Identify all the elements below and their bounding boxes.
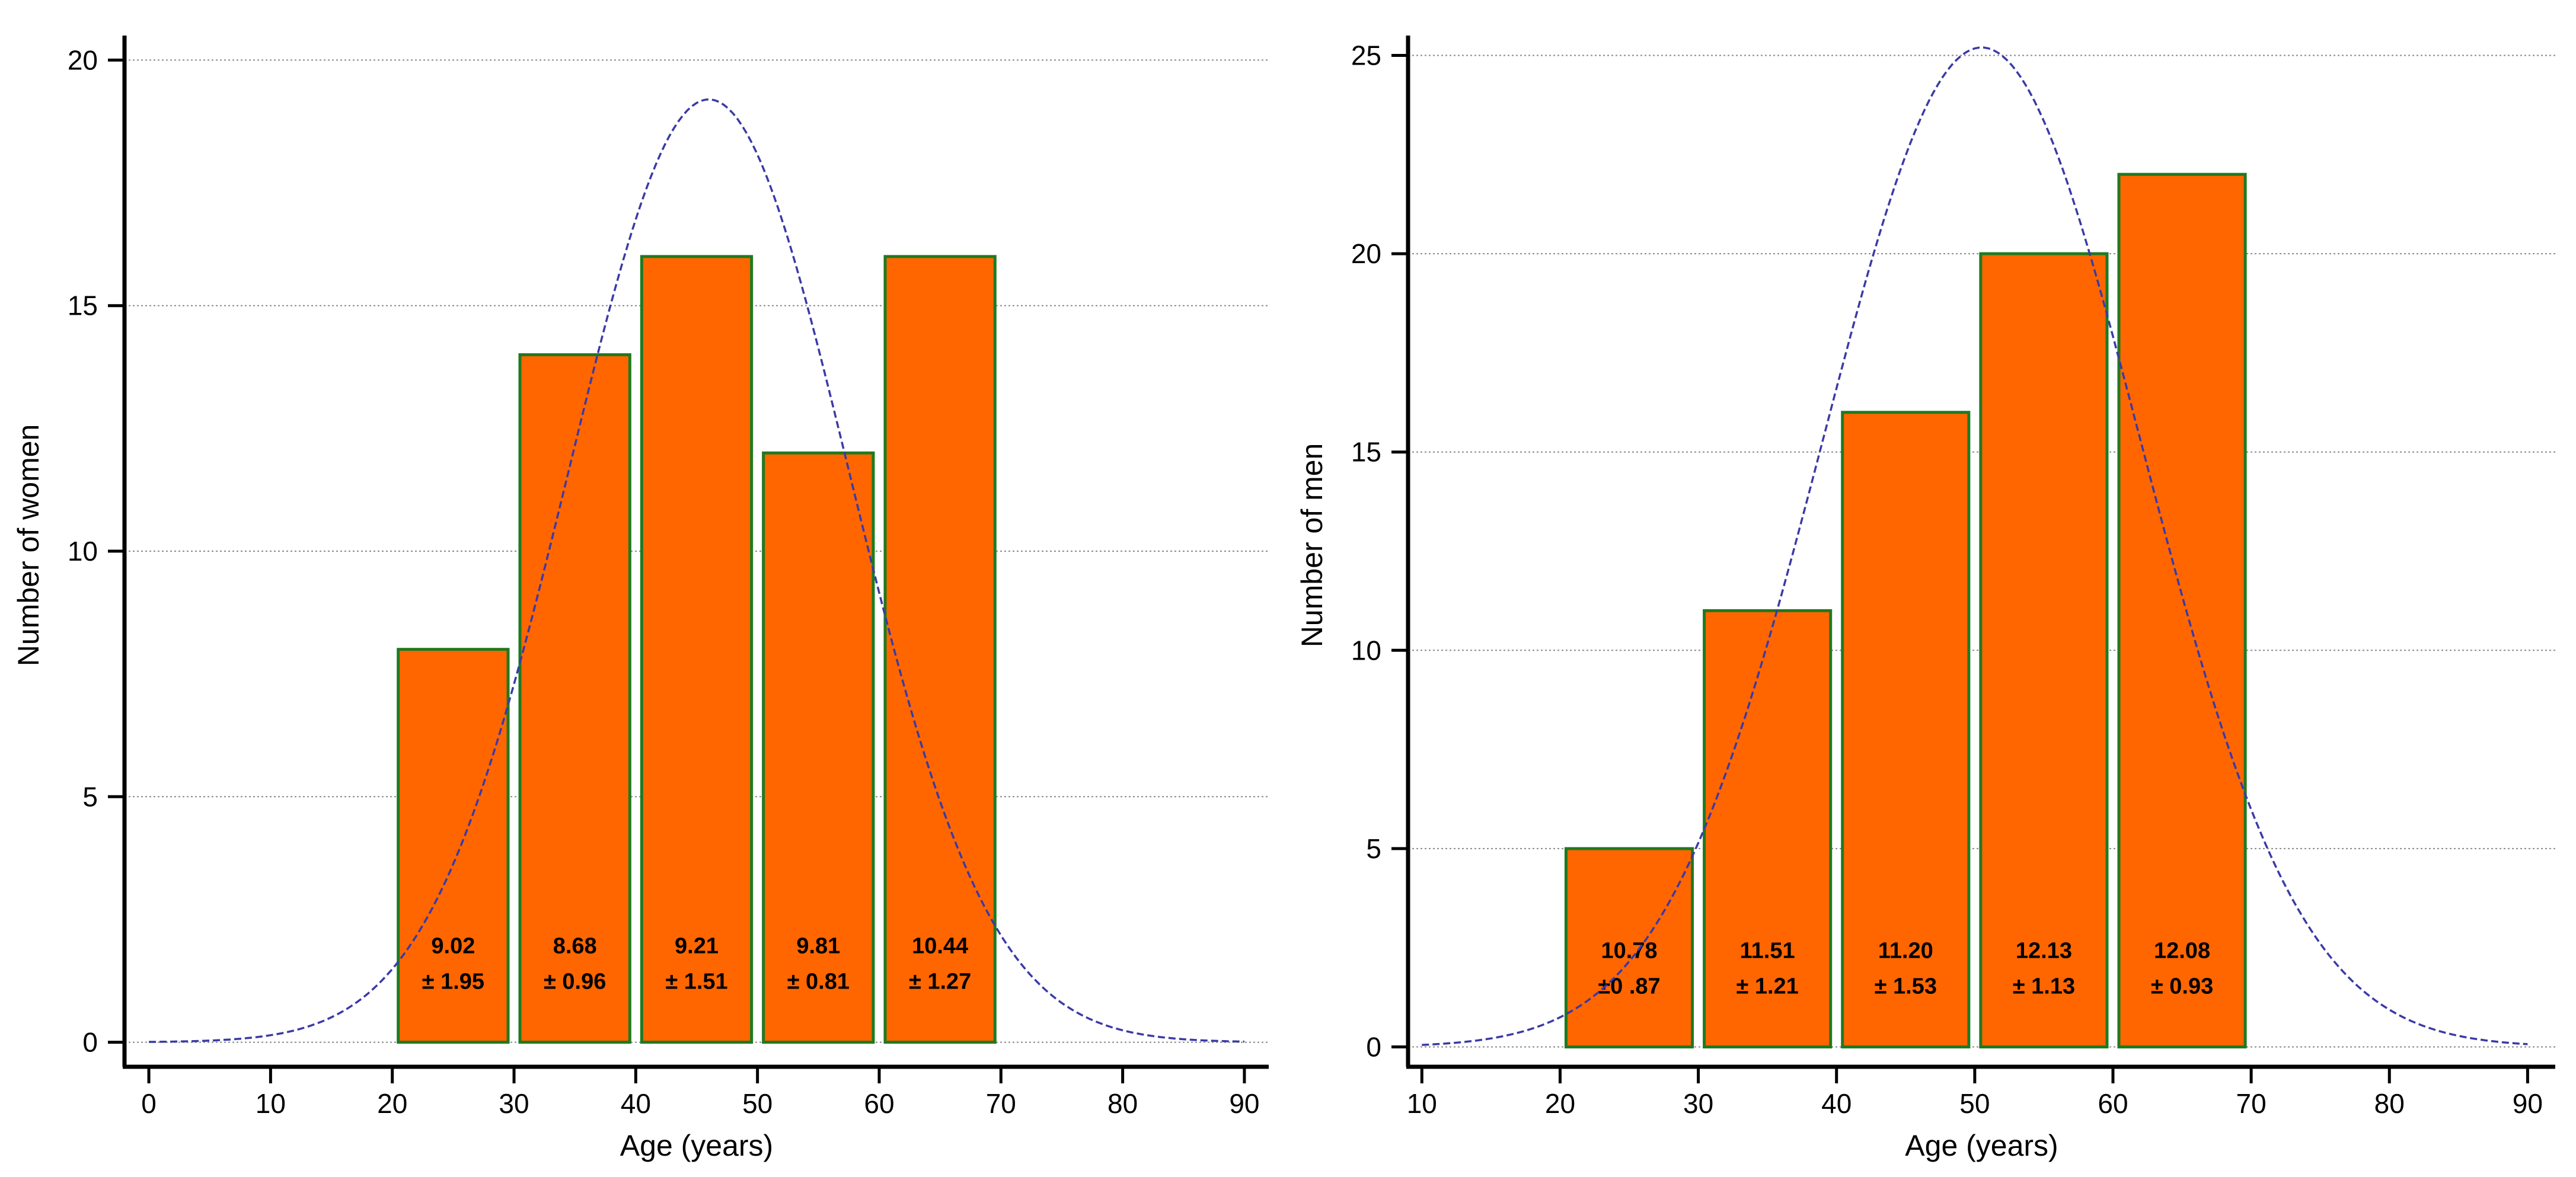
histogram-bar — [1564, 847, 1694, 1049]
histogram-bar — [762, 451, 875, 1044]
bar-mean-label: 11.51 — [1740, 939, 1795, 964]
women-histogram-panel: 9.02 ± 1.95 8.68 ± 0.96 9.21 ± 1.51 9.81 ± 0.81… — [12, 36, 1269, 1162]
bar-sd-label: ±0 .87 — [1598, 974, 1660, 999]
x-tick-label: 10 — [256, 1088, 286, 1119]
histogram-bar — [883, 255, 997, 1044]
bar-mean-label: 10.44 — [912, 934, 968, 959]
x-tick-label: 60 — [864, 1088, 894, 1119]
bar-mean-label: 9.81 — [796, 934, 840, 959]
bar-sd-label: ± 0.93 — [2151, 974, 2213, 999]
y-tick-label: 20 — [1351, 238, 1381, 269]
x-tick-label: 90 — [1229, 1088, 1259, 1119]
histogram-bar — [397, 648, 510, 1044]
x-tick-label: 70 — [2236, 1088, 2267, 1119]
x-tick-label: 90 — [2513, 1088, 2543, 1119]
x-tick-label: 20 — [1545, 1088, 1575, 1119]
bar-mean-label: 12.13 — [2016, 939, 2072, 964]
x-tick-label: 80 — [1107, 1088, 1138, 1119]
y-tick-label: 25 — [1351, 40, 1381, 71]
bar-sd-label: ± 1.95 — [422, 970, 484, 994]
x-axis-title: Age (years) — [620, 1129, 773, 1162]
y-tick-label: 20 — [68, 44, 98, 75]
y-tick-label: 5 — [1366, 833, 1381, 864]
x-tick-label: 0 — [141, 1088, 157, 1119]
x-tick-label: 50 — [742, 1088, 773, 1119]
x-tick-label: 40 — [621, 1088, 651, 1119]
x-tick-label: 10 — [1407, 1088, 1437, 1119]
bar-sd-label: ± 1.13 — [2013, 974, 2075, 999]
normal-distribution-curve — [149, 98, 1244, 1043]
histogram-bar — [1841, 411, 1971, 1049]
bar-sd-label: ± 1.53 — [1875, 974, 1937, 999]
y-axis-title: Number of women — [12, 424, 45, 667]
bar-sd-label: ± 1.21 — [1736, 974, 1798, 999]
x-tick-label: 30 — [1683, 1088, 1713, 1119]
x-axis-title: Age (years) — [1905, 1129, 2058, 1162]
men-histogram-panel: 10.78 ±0 .87 11.51 ± 1.21 11.20 ± 1.53 12.13 ± … — [1295, 36, 2555, 1162]
bar-mean-label: 8.68 — [553, 934, 597, 959]
x-tick-label: 20 — [377, 1088, 407, 1119]
histogram-bar — [518, 353, 631, 1044]
y-axis-title: Number of men — [1295, 443, 1329, 648]
x-tick-label: 60 — [2098, 1088, 2128, 1119]
histogram-bar — [1979, 252, 2109, 1049]
bar-sd-label: ± 0.81 — [787, 970, 850, 994]
histogram-bar — [2117, 172, 2247, 1049]
bar-mean-label: 12.08 — [2154, 939, 2210, 964]
y-tick-label: 0 — [82, 1027, 98, 1058]
histogram-bar — [640, 255, 754, 1044]
x-tick-label: 70 — [986, 1088, 1016, 1119]
y-tick-label: 10 — [68, 536, 98, 567]
bar-mean-label: 11.20 — [1878, 939, 1933, 964]
y-tick-label: 10 — [1351, 635, 1381, 666]
y-tick-label: 15 — [1351, 437, 1381, 468]
x-tick-label: 40 — [1821, 1088, 1852, 1119]
x-tick-label: 50 — [1959, 1088, 1990, 1119]
bar-mean-label: 10.78 — [1601, 939, 1657, 964]
bar-mean-label: 9.21 — [675, 934, 719, 959]
normal-distribution-curve — [1422, 46, 2528, 1046]
histogram-bar — [1703, 609, 1833, 1049]
y-tick-label: 0 — [1366, 1032, 1381, 1063]
y-tick-label: 15 — [68, 290, 98, 321]
x-tick-label: 30 — [499, 1088, 529, 1119]
x-tick-label: 80 — [2374, 1088, 2405, 1119]
bar-sd-label: ± 1.27 — [909, 970, 971, 994]
bar-mean-label: 9.02 — [431, 934, 475, 959]
bar-sd-label: ± 0.96 — [544, 970, 606, 994]
y-tick-label: 5 — [82, 781, 98, 812]
bar-sd-label: ± 1.51 — [665, 970, 727, 994]
